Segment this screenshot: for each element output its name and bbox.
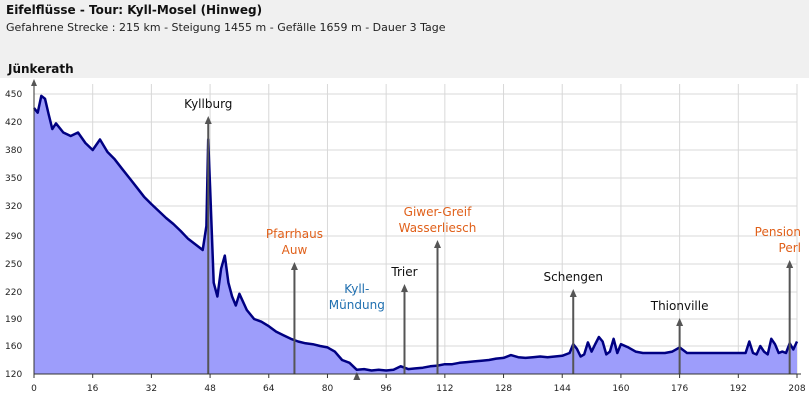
x-tick-label: 144 — [554, 384, 571, 394]
y-tick-label: 420 — [5, 118, 22, 128]
y-tick-label: 350 — [5, 174, 22, 184]
place-marker-arrow — [676, 318, 684, 326]
place-label: Giwer-Greif — [404, 205, 472, 219]
place-marker-arrow — [569, 289, 577, 297]
place-marker-arrow — [353, 372, 361, 380]
place-marker-arrow — [204, 116, 212, 124]
x-tick-label: 48 — [204, 384, 216, 394]
x-tick-label: 80 — [322, 384, 334, 394]
elevation-line — [33, 94, 799, 372]
x-tick-label: 112 — [436, 384, 453, 394]
elevation-area — [34, 95, 797, 375]
x-tick-label: 0 — [31, 384, 37, 394]
chart-header: Eifelflüsse - Tour: Kyll-Mosel (Hinweg) … — [0, 0, 809, 78]
start-marker-arrow — [31, 79, 37, 86]
place-label: Perl — [779, 241, 801, 255]
place-label: Pfarrhaus — [266, 227, 323, 241]
x-tick-label: 96 — [380, 384, 392, 394]
axes: 120 160 190 220 250 290 320 350 380 420 450 0 16 32 48… — [5, 79, 806, 394]
y-tick-label: 320 — [5, 202, 22, 212]
y-tick-label: 160 — [5, 342, 22, 352]
x-tick-label: 208 — [788, 384, 805, 394]
x-tick-label: 128 — [495, 384, 512, 394]
place-label: Trier — [390, 265, 417, 279]
x-tick-label: 32 — [146, 384, 157, 394]
x-tick-label: 192 — [730, 384, 747, 394]
y-tick-label: 380 — [5, 146, 22, 156]
place-label: Wasserliesch — [399, 221, 477, 235]
place-marker-arrow — [400, 284, 408, 292]
x-tick-label: 16 — [87, 384, 99, 394]
chart-title: Eifelflüsse - Tour: Kyll-Mosel (Hinweg) — [6, 3, 263, 17]
y-tick-label: 120 — [5, 370, 22, 380]
y-tick-label: 190 — [5, 315, 22, 325]
place-label: Auw — [282, 243, 308, 257]
place-label: Schengen — [544, 270, 603, 284]
place-label: Thionville — [650, 299, 709, 313]
place-label: Kyllburg — [184, 97, 232, 111]
place-marker-arrow — [434, 240, 442, 248]
place-label: Pension — [755, 225, 801, 239]
x-tick-label: 160 — [612, 384, 629, 394]
place-label: Mündung — [329, 298, 385, 312]
place-marker-arrow — [786, 260, 794, 268]
start-place-label: Jünkerath — [8, 62, 74, 76]
place-label: Kyll- — [344, 282, 369, 296]
chart-subtitle: Gefahrene Strecke : 215 km - Steigung 14… — [6, 21, 446, 34]
x-tick-label: 64 — [263, 384, 275, 394]
y-tick-label: 250 — [5, 260, 22, 270]
place-markers: Kyllburg Pfarrhaus Auw Kyll- Mündung Trier Giw… — [184, 97, 801, 380]
y-tick-label: 220 — [5, 288, 22, 298]
x-tick-label: 176 — [671, 384, 688, 394]
y-tick-label: 450 — [5, 90, 22, 100]
place-marker-arrow — [290, 262, 298, 270]
y-tick-label: 290 — [5, 232, 22, 242]
